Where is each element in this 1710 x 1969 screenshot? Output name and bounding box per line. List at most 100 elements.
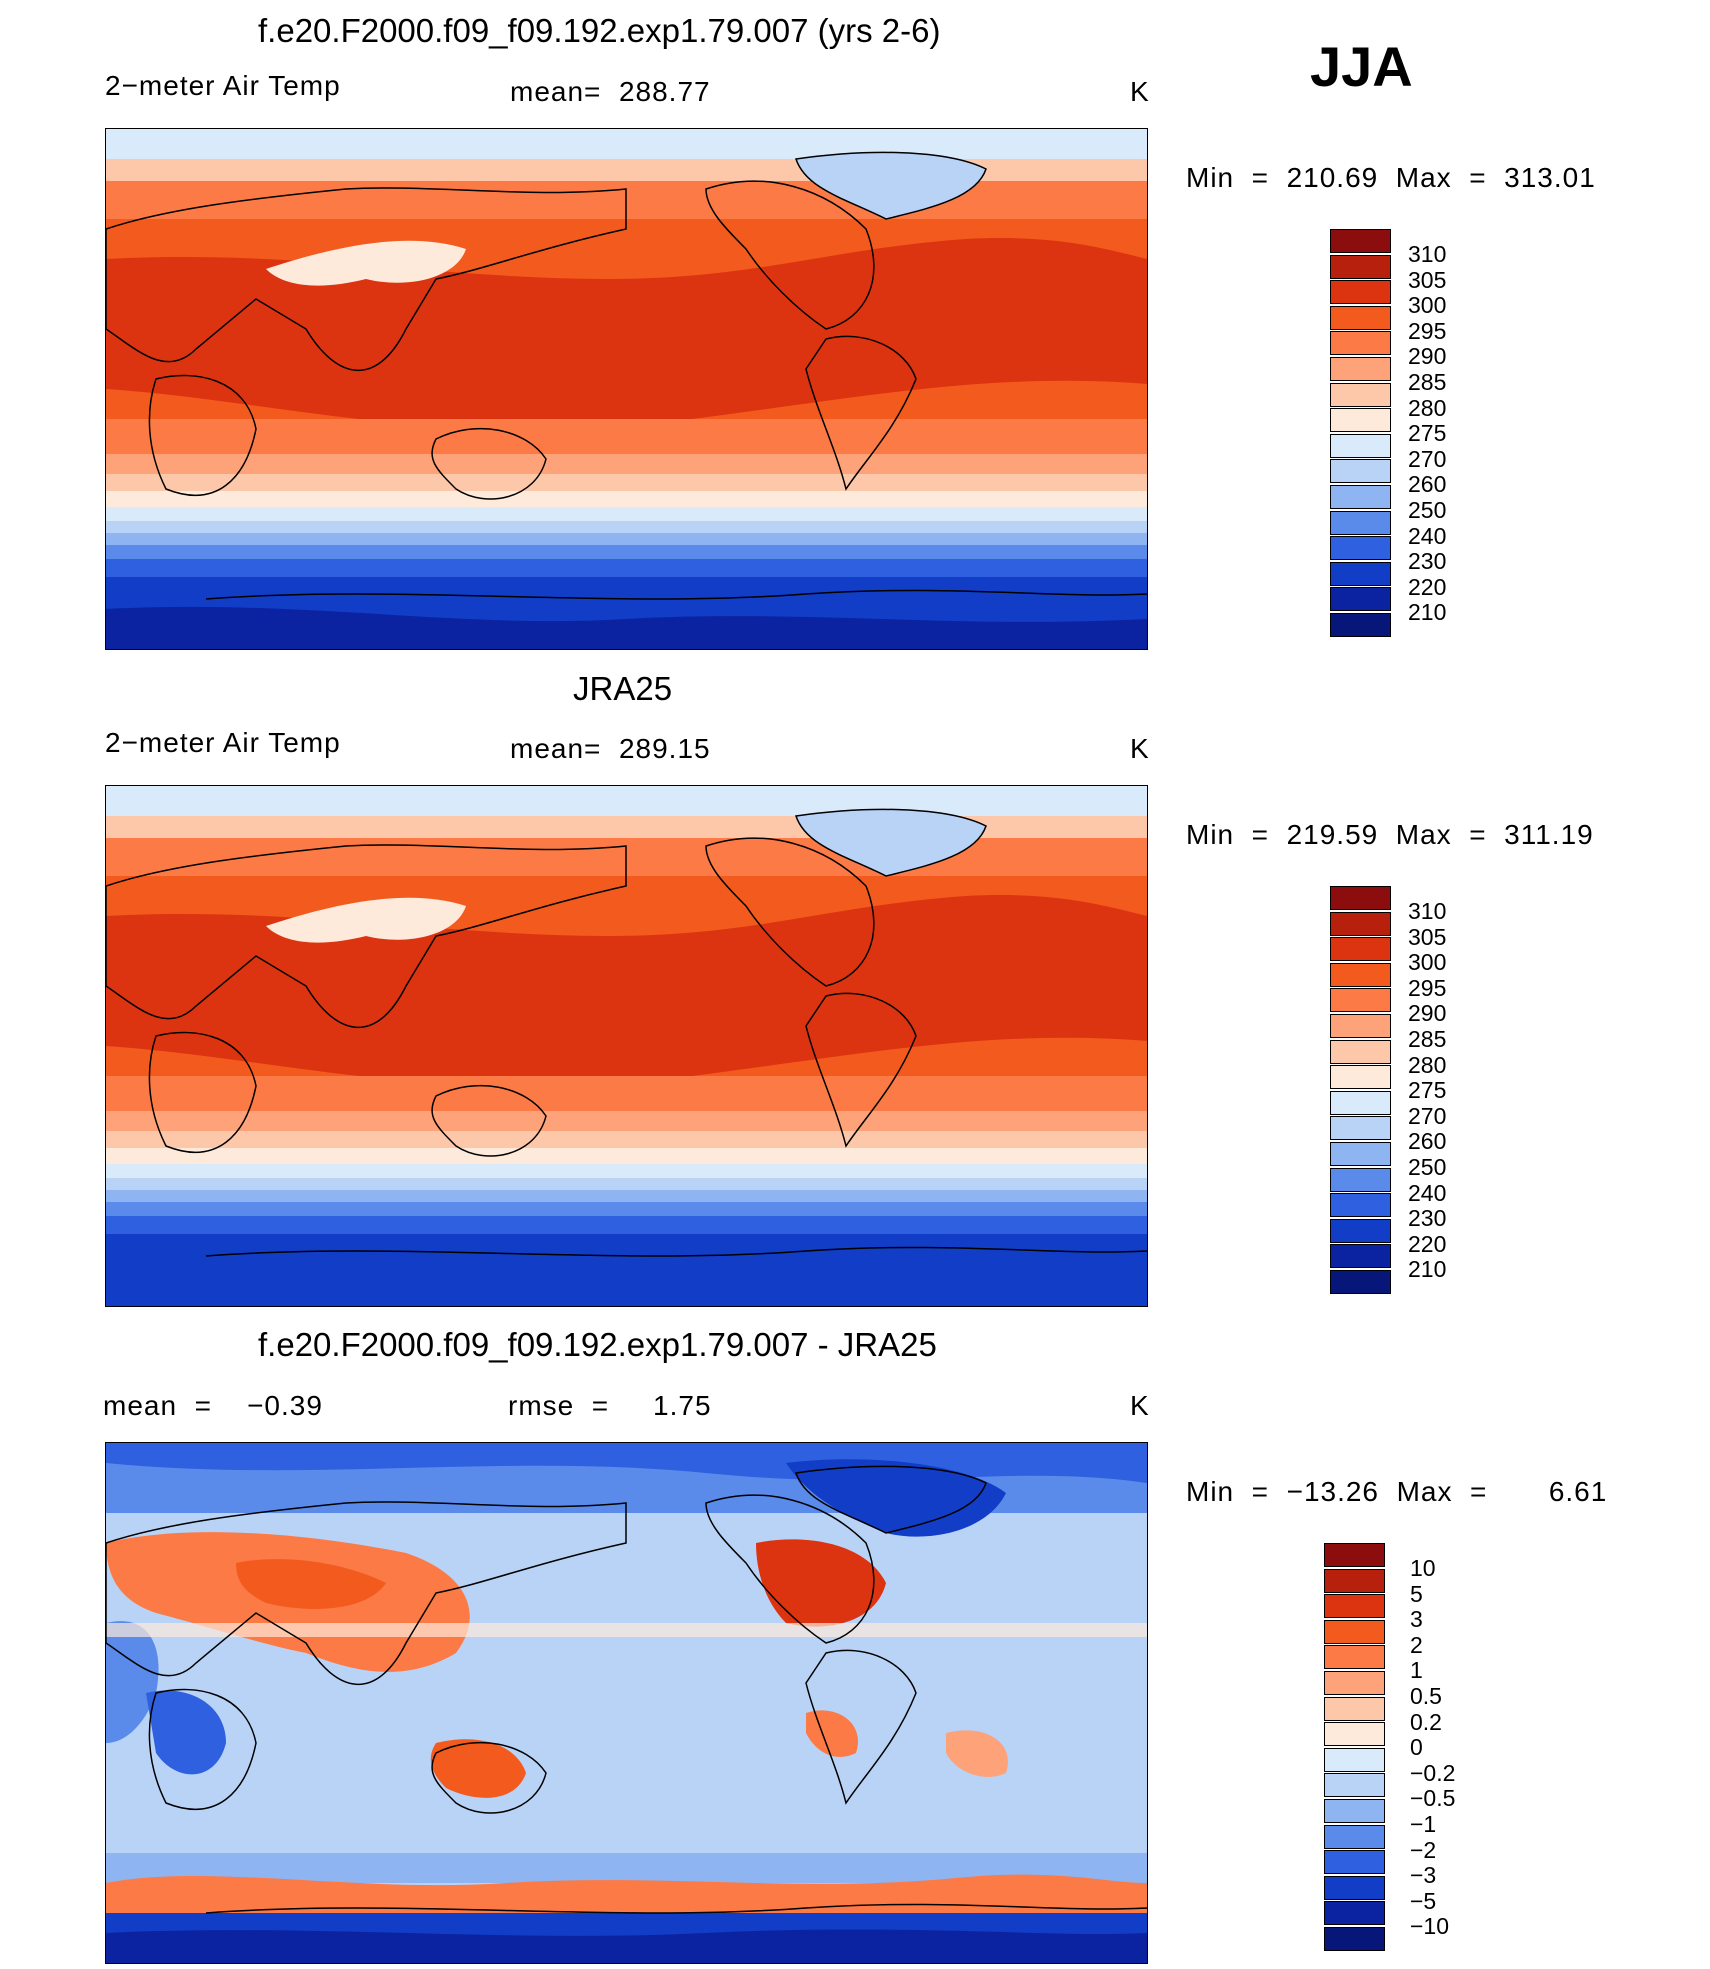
colorbar-cell: [1330, 1167, 1391, 1192]
mean-label: mean= 289.15: [510, 733, 711, 764]
colorbar-tick: −0.2: [1410, 1759, 1456, 1786]
colorbar-cell: [1330, 459, 1391, 484]
colorbar-cell: [1324, 1619, 1385, 1644]
colorbar-cell: [1324, 1927, 1385, 1951]
colorbar-tick: −1: [1410, 1811, 1437, 1837]
colorbar-cell: [1324, 1594, 1385, 1619]
colorbar-tick: 260: [1408, 471, 1447, 498]
colorbar-cell: [1330, 280, 1391, 305]
colorbar-cell: [1324, 1747, 1385, 1772]
colorbar-cell: [1324, 1850, 1385, 1875]
colorbar-cell: [1330, 433, 1391, 458]
colorbar-cell: [1330, 1039, 1391, 1064]
colorbar-cell: [1330, 1014, 1391, 1038]
colorbar-cell: [1324, 1824, 1385, 1849]
colorbar-tick: 260: [1408, 1128, 1447, 1155]
colorbar-tick: 305: [1408, 923, 1447, 950]
map-field: [106, 129, 1147, 649]
variable-label: 2−meter Air Temp: [105, 727, 341, 758]
colorbar-cell: [1330, 357, 1391, 381]
colorbar-tick: 230: [1408, 1205, 1447, 1232]
colorbar-tick: 210: [1408, 599, 1447, 626]
temperature-map: [105, 785, 1148, 1307]
colorbar-tick: −0.5: [1410, 1785, 1456, 1812]
colorbar-cell: [1330, 229, 1391, 253]
colorbar-tick: −5: [1410, 1887, 1437, 1914]
colorbar-tick: 285: [1408, 369, 1447, 395]
colorbar-cell: [1330, 254, 1391, 279]
colorbar-cell: [1330, 382, 1391, 407]
colorbar-cell: [1330, 331, 1391, 356]
colorbar-cell: [1330, 613, 1391, 637]
colorbar-cell: [1324, 1568, 1385, 1593]
rmse-label: rmse = 1.75: [508, 1390, 712, 1421]
colorbar-cell: [1324, 1671, 1385, 1695]
colorbar-cell: [1324, 1799, 1385, 1823]
colorbar-cell: [1330, 561, 1391, 586]
colorbar-tick: 5: [1410, 1580, 1423, 1607]
colorbar-cell: [1330, 962, 1391, 987]
colorbar-tick: 295: [1408, 974, 1447, 1001]
colorbar-tick: 310: [1408, 898, 1447, 924]
colorbar-cell: [1330, 988, 1391, 1013]
diff-mean-label: mean = −0.39: [103, 1390, 323, 1421]
difference-map: [105, 1442, 1148, 1964]
minmax-label: Min = 210.69 Max = 313.01: [1186, 162, 1596, 193]
colorbar-tick: 305: [1408, 266, 1447, 293]
minmax-label: Min = 219.59 Max = 311.19: [1186, 819, 1594, 850]
colorbar-tick: 295: [1408, 317, 1447, 344]
temperature-map: [105, 128, 1148, 650]
colorbar-cell: [1324, 1901, 1385, 1926]
colorbar-tick: 300: [1408, 292, 1447, 319]
colorbar-tick: 285: [1408, 1026, 1447, 1052]
colorbar-cell: [1324, 1722, 1385, 1747]
colorbar-tick: 250: [1408, 497, 1447, 523]
panel-title: f.e20.F2000.f09_f09.192.exp1.79.007 (yrs…: [258, 12, 941, 49]
colorbar-tick: 270: [1408, 445, 1447, 472]
colorbar-cell: [1330, 1116, 1391, 1141]
colorbar-tick: 240: [1408, 1179, 1447, 1206]
colorbar-cell: [1330, 1193, 1391, 1218]
unit-label: K: [1130, 76, 1150, 107]
colorbar-cell: [1330, 510, 1391, 535]
colorbar-cell: [1324, 1543, 1385, 1567]
colorbar-tick: 300: [1408, 949, 1447, 976]
colorbar-tick: 0.2: [1410, 1708, 1442, 1735]
map-field: [106, 1443, 1147, 1963]
colorbar-tick: 220: [1408, 1230, 1447, 1257]
colorbar-tick: 280: [1408, 1051, 1447, 1078]
colorbar-cell: [1330, 408, 1391, 433]
unit-label: K: [1130, 733, 1150, 764]
map-field: [106, 786, 1147, 1306]
panel-title: JRA25: [573, 670, 673, 707]
colorbar-cell: [1330, 1090, 1391, 1115]
colorbar-tick: 1: [1410, 1657, 1423, 1684]
colorbar-cell: [1330, 1244, 1391, 1269]
variable-label: 2−meter Air Temp: [105, 70, 341, 101]
colorbar-tick: −10: [1410, 1913, 1450, 1940]
colorbar-cell: [1330, 1218, 1391, 1243]
colorbar-cell: [1324, 1645, 1385, 1670]
colorbar-cell: [1324, 1696, 1385, 1721]
colorbar-tick: 240: [1408, 522, 1447, 549]
colorbar-tick: 310: [1408, 241, 1447, 267]
colorbar-tick: 275: [1408, 1077, 1447, 1104]
colorbar-tick: 270: [1408, 1102, 1447, 1129]
mean-label: mean= 288.77: [510, 76, 711, 107]
colorbar-tick: 3: [1410, 1606, 1423, 1633]
colorbar-cell: [1330, 536, 1391, 561]
colorbar-cell: [1324, 1875, 1385, 1900]
colorbar-tick: 230: [1408, 548, 1447, 575]
unit-label: K: [1130, 1390, 1150, 1421]
colorbar-cell: [1330, 1065, 1391, 1090]
colorbar-tick: 290: [1408, 343, 1447, 370]
colorbar-cell: [1330, 587, 1391, 612]
colorbar-cell: [1330, 1270, 1391, 1294]
colorbar-tick: 210: [1408, 1256, 1447, 1283]
panel-title: f.e20.F2000.f09_f09.192.exp1.79.007 - JR…: [258, 1326, 937, 1363]
colorbar-tick: 0.5: [1410, 1683, 1442, 1709]
colorbar-tick: 0: [1410, 1734, 1423, 1761]
colorbar-tick: −2: [1410, 1836, 1437, 1863]
colorbar-tick: 290: [1408, 1000, 1447, 1027]
season-label: JJA: [1310, 35, 1413, 98]
